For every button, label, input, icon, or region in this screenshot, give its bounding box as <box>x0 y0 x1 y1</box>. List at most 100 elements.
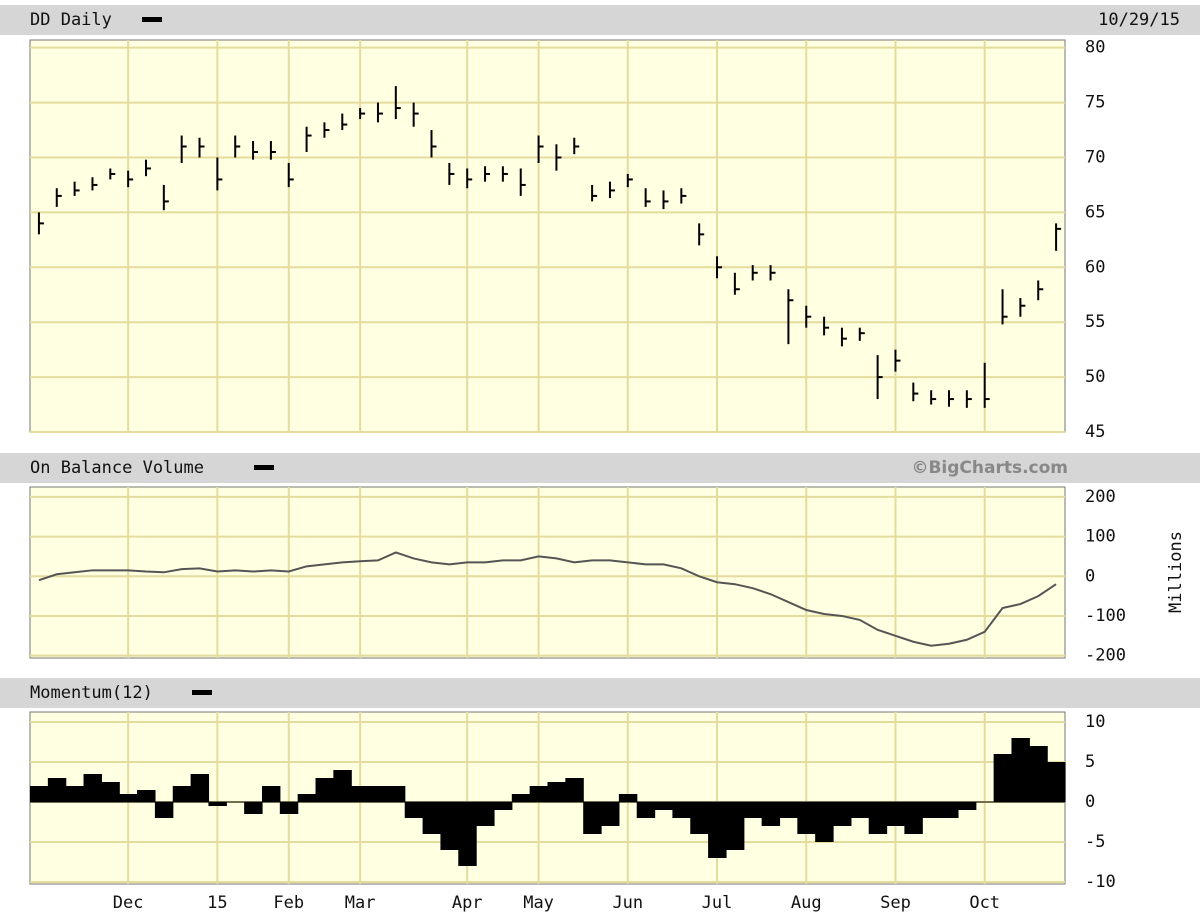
x-tick-label: Feb <box>273 893 304 913</box>
legend-swatch <box>254 465 274 470</box>
x-tick-label: Apr <box>452 893 483 913</box>
momentum-bar <box>493 802 513 810</box>
momentum-bar <box>1047 762 1066 802</box>
y-tick-label: 45 <box>1085 422 1105 442</box>
momentum-bar <box>993 754 1013 802</box>
y-axis-label: Millions <box>1166 531 1186 613</box>
x-tick-label: Aug <box>791 893 822 913</box>
momentum-bar <box>940 802 959 818</box>
y-tick-label: -100 <box>1085 606 1126 626</box>
momentum-bar <box>583 802 602 834</box>
chart-title: DD Daily <box>30 10 112 30</box>
momentum-bar <box>690 802 709 834</box>
x-tick-label: Sep <box>880 893 911 913</box>
momentum-bar <box>297 794 317 802</box>
momentum-bar <box>172 786 192 802</box>
y-tick-label: 65 <box>1085 202 1105 222</box>
momentum-bar <box>529 786 549 802</box>
legend-swatch <box>142 17 162 22</box>
momentum-bar <box>404 802 424 818</box>
y-tick-label: 5 <box>1085 752 1095 772</box>
momentum-bar <box>351 786 370 802</box>
momentum-bar <box>547 782 566 802</box>
momentum-bar <box>904 802 923 834</box>
y-tick-label: 0 <box>1085 566 1095 586</box>
momentum-bar <box>30 786 49 802</box>
momentum-bar <box>154 802 174 818</box>
momentum-bar <box>422 802 442 834</box>
x-tick-label: Jul <box>702 893 733 913</box>
obv-line <box>38 551 1057 647</box>
momentum-bar <box>137 790 156 802</box>
momentum-bar <box>315 778 334 802</box>
header-bar <box>0 5 1200 35</box>
momentum-bar <box>672 802 691 818</box>
momentum-bar <box>601 802 620 826</box>
chart-title: On Balance Volume <box>30 458 204 478</box>
momentum-bar <box>708 802 727 858</box>
chart-title: Momentum(12) <box>30 683 153 703</box>
y-tick-label: 200 <box>1085 487 1116 507</box>
x-tick-label: May <box>523 893 554 913</box>
plot-area <box>29 486 1066 659</box>
momentum-bar <box>244 802 263 814</box>
x-tick-label: Jun <box>612 893 643 913</box>
momentum-bar <box>65 786 85 802</box>
momentum-bar <box>850 802 870 818</box>
legend-swatch <box>192 690 212 695</box>
x-tick-label: Dec <box>113 893 144 913</box>
y-tick-label: -10 <box>1085 872 1116 892</box>
momentum-bar <box>797 802 816 834</box>
momentum-bar <box>868 802 888 834</box>
momentum-bar <box>101 782 120 802</box>
momentum-bar <box>47 778 67 802</box>
momentum-bar <box>190 774 210 802</box>
momentum-bar <box>761 802 781 826</box>
momentum-bar <box>279 802 299 814</box>
momentum-bar <box>922 802 941 818</box>
momentum-bar <box>208 802 227 806</box>
momentum-bar <box>369 786 388 802</box>
credit: ©BigCharts.com <box>911 458 1068 478</box>
y-tick-label: -5 <box>1085 832 1105 852</box>
momentum-bar <box>261 786 281 802</box>
y-tick-label: 75 <box>1085 93 1105 113</box>
momentum-bar <box>386 786 406 802</box>
momentum-bar <box>511 794 531 802</box>
momentum-bar <box>957 802 977 810</box>
momentum-bar <box>119 794 138 802</box>
y-tick-label: 0 <box>1085 792 1095 812</box>
momentum-bar <box>815 802 834 842</box>
header-bar <box>0 678 1200 708</box>
momentum-bar <box>636 802 656 818</box>
momentum-bar <box>333 770 352 802</box>
header-bar <box>0 453 1200 483</box>
y-tick-label: -200 <box>1085 646 1126 666</box>
momentum-bar <box>725 802 745 850</box>
momentum-bar <box>1029 746 1048 802</box>
momentum-bar <box>654 802 674 810</box>
chart-date: 10/29/15 <box>1098 10 1180 30</box>
momentum-bar <box>743 802 763 818</box>
momentum-bar <box>440 802 459 850</box>
y-tick-label: 70 <box>1085 147 1105 167</box>
x-tick-label: 15 <box>207 893 227 913</box>
x-tick-label: Oct <box>969 893 1000 913</box>
y-tick-label: 55 <box>1085 312 1105 332</box>
plot-area <box>29 39 1066 433</box>
momentum-bar <box>833 802 852 826</box>
momentum-bar <box>458 802 477 866</box>
y-tick-label: 60 <box>1085 257 1105 277</box>
y-tick-label: 100 <box>1085 527 1116 547</box>
y-tick-label: 10 <box>1085 712 1105 732</box>
momentum-bar <box>83 774 102 802</box>
momentum-bar <box>886 802 905 826</box>
momentum-bar <box>1011 738 1030 802</box>
y-tick-label: 50 <box>1085 367 1105 387</box>
momentum-bar <box>565 778 584 802</box>
momentum-bar <box>618 794 638 802</box>
x-tick-label: Mar <box>345 893 376 913</box>
y-tick-label: 80 <box>1085 38 1105 58</box>
